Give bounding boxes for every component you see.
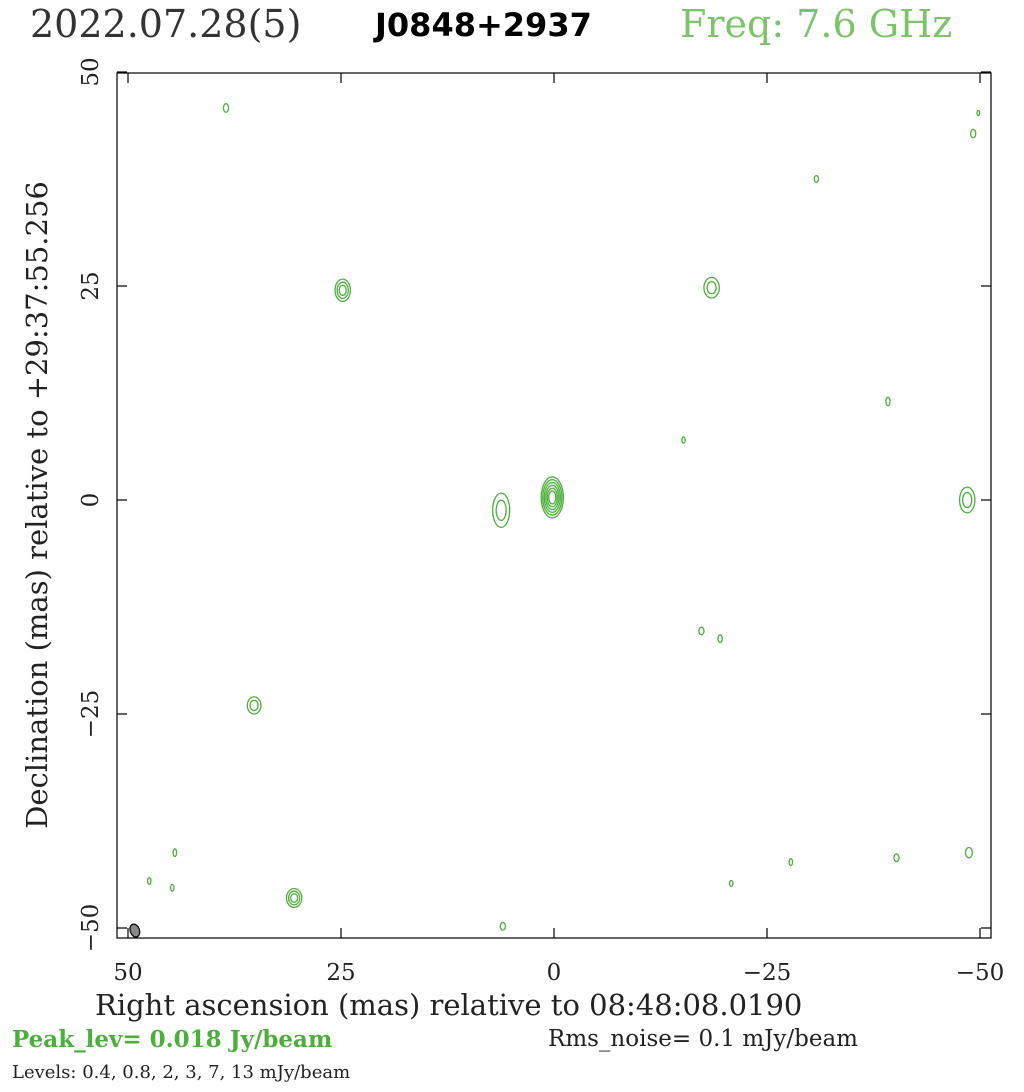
contour-ring: [681, 436, 686, 444]
observation-date: 2022.07.28(5): [30, 2, 302, 46]
contour-layer: [146, 103, 981, 931]
contour-ring: [246, 696, 262, 715]
contour-ring: [969, 128, 977, 139]
contour-component: [172, 848, 178, 858]
contour-component: [728, 879, 734, 888]
contour-component: [813, 174, 820, 184]
contour-ring: [334, 278, 352, 303]
contour-component: [893, 853, 900, 863]
contour-component: [698, 626, 705, 636]
contour-ring: [172, 848, 178, 858]
contour-ring: [958, 486, 976, 514]
contour-component: [703, 276, 720, 299]
contour-ring: [169, 883, 175, 892]
y-tick-label: 50: [78, 57, 104, 86]
beam-layer: [129, 923, 141, 938]
contour-component: [788, 858, 794, 867]
contour-ring: [788, 858, 794, 867]
contour-ring: [338, 284, 347, 296]
contour-component: [246, 696, 262, 715]
contour-ring: [728, 879, 734, 888]
contour-levels: Levels: 0.4, 0.8, 2, 3, 7, 13 mJy/beam: [12, 1062, 351, 1083]
contour-ring: [893, 853, 900, 863]
axis-ticks: 50 25 0 −25 −50 −50 −25 0 25 50: [78, 57, 1004, 986]
x-tick-label: 50: [113, 960, 142, 986]
x-tick-label: 0: [547, 960, 562, 986]
y-tick-label: 25: [78, 271, 104, 300]
y-tick-label: 0: [78, 493, 104, 508]
contour-ring: [962, 491, 973, 509]
contour-component: [976, 109, 981, 117]
y-tick-label: −25: [78, 690, 104, 739]
contour-component: [969, 128, 977, 139]
contour-component: [717, 634, 723, 644]
contour-component: [169, 883, 175, 892]
contour-ring: [499, 921, 507, 931]
y-tick-label: −50: [78, 904, 104, 953]
contour-ring: [492, 492, 511, 529]
contour-ring: [964, 846, 973, 859]
contour-ring: [698, 626, 705, 636]
contour-ring: [290, 893, 299, 903]
contour-ring: [336, 281, 349, 300]
contour-component: [958, 486, 976, 514]
contour-ring: [543, 481, 561, 514]
beam-ellipse: [129, 923, 141, 938]
contour-component: [681, 436, 686, 444]
peak-level: Peak_lev= 0.018 Jy/beam: [12, 1026, 333, 1053]
contour-ring: [285, 887, 303, 909]
source-name: J0848+2937: [375, 6, 592, 44]
contour-component: [492, 492, 511, 529]
contour-ring: [706, 281, 717, 295]
x-tick-label: −25: [743, 960, 792, 986]
contour-ring: [146, 876, 152, 885]
contour-ring: [540, 476, 565, 519]
contour-ring: [976, 109, 981, 117]
contour-component: [885, 396, 891, 407]
x-tick-label: 25: [326, 960, 355, 986]
contour-ring: [222, 103, 230, 113]
contour-component: [285, 887, 303, 909]
contour-ring: [813, 174, 820, 184]
contour-component: [222, 103, 230, 113]
contour-ring: [885, 396, 891, 407]
rms-noise: Rms_noise= 0.1 mJy/beam: [548, 1026, 858, 1052]
contour-ring: [546, 487, 558, 508]
y-axis-label: Declination (mas) relative to +29:37:55.…: [20, 181, 54, 829]
contour-ring: [717, 634, 723, 644]
frequency-label: Freq: 7.6 GHz: [680, 2, 953, 46]
contour-component: [334, 278, 352, 303]
contour-component: [499, 921, 507, 931]
contour-ring: [542, 479, 563, 516]
contour-ring: [249, 699, 259, 712]
x-tick-label: −50: [956, 960, 1005, 986]
x-axis-label: Right ascension (mas) relative to 08:48:…: [95, 988, 803, 1022]
contour-ring: [703, 276, 720, 299]
contour-ring: [545, 484, 560, 511]
contour-ring: [495, 499, 507, 522]
contour-component: [964, 846, 973, 859]
contour-ring: [287, 890, 301, 906]
contour-ring: [548, 490, 557, 505]
contour-component: [146, 876, 152, 885]
contour-component: [540, 476, 565, 519]
